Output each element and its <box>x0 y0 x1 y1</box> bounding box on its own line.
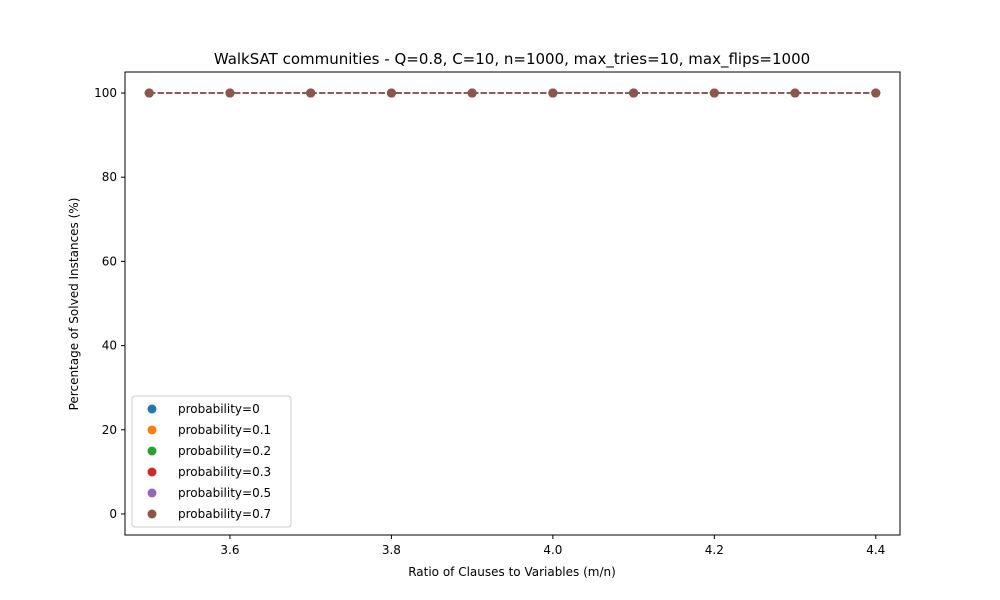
plot-frame <box>124 71 901 536</box>
chart-title: WalkSAT communities - Q=0.8, C=10, n=100… <box>214 50 810 69</box>
data-point <box>709 88 719 98</box>
legend-box <box>131 395 292 528</box>
data-point <box>225 88 235 98</box>
data-point <box>386 88 396 98</box>
legend-label: probability=0.7 <box>178 507 271 521</box>
data-point <box>144 88 154 98</box>
legend-label: probability=0.5 <box>178 486 271 500</box>
legend-marker <box>147 425 157 435</box>
legend-marker <box>147 488 157 498</box>
data-point <box>871 88 881 98</box>
x-tick-label: 4.0 <box>543 543 562 557</box>
x-tick-label: 3.8 <box>382 543 401 557</box>
legend-label: probability=0 <box>178 402 260 416</box>
x-tick-label: 3.6 <box>220 543 239 557</box>
y-tick-label: 20 <box>102 423 117 437</box>
data-point <box>629 88 639 98</box>
y-tick-label: 100 <box>94 86 117 100</box>
data-point <box>306 88 316 98</box>
x-axis-label: Ratio of Clauses to Variables (m/n) <box>408 565 616 579</box>
data-point <box>790 88 800 98</box>
legend-label: probability=0.1 <box>178 423 271 437</box>
x-tick-label: 4.2 <box>705 543 724 557</box>
legend-label: probability=0.2 <box>178 444 271 458</box>
legend-label: probability=0.3 <box>178 465 271 479</box>
plot-area <box>144 88 881 98</box>
legend-marker <box>147 509 157 519</box>
legend-marker <box>147 467 157 477</box>
y-tick-label: 80 <box>102 170 117 184</box>
legend-marker <box>147 404 157 414</box>
y-axis-label: Percentage of Solved Instances (%) <box>67 198 81 411</box>
legend-marker <box>147 446 157 456</box>
axes-ticks: 3.6 3.8 4.0 4.2 4.4 0 20 40 60 80 100 <box>94 86 885 557</box>
legend: probability=0 probability=0.1 probability=… <box>131 395 292 528</box>
data-point <box>548 88 558 98</box>
y-tick-label: 40 <box>102 339 117 353</box>
y-tick-label: 0 <box>109 507 117 521</box>
y-tick-label: 60 <box>102 254 117 268</box>
x-tick-label: 4.4 <box>866 543 885 557</box>
data-point <box>467 88 477 98</box>
